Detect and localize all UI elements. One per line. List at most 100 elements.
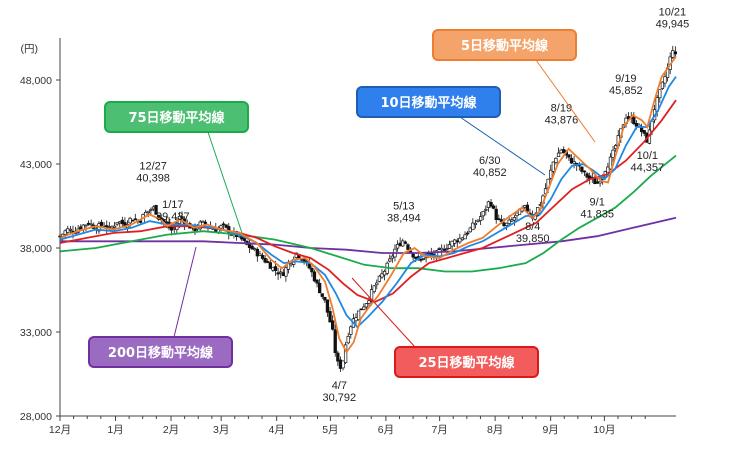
y-tick-label: 48,000 (20, 75, 52, 87)
candle-body (504, 222, 509, 226)
annotation-date: 8/4 (525, 221, 540, 233)
candle-body (66, 228, 70, 233)
candle-body (180, 216, 184, 219)
x-tick-label: 4月 (269, 424, 285, 436)
candle-body (523, 205, 527, 208)
candle-body (549, 169, 553, 179)
y-unit-label: (円) (21, 43, 39, 55)
legend-leader-line (173, 246, 197, 338)
candle-body (253, 248, 257, 251)
candle-body (671, 50, 675, 58)
legend-box (104, 101, 249, 133)
candle-body (328, 311, 332, 323)
candle-body (268, 262, 272, 269)
annotation-value: 41,835 (580, 209, 614, 221)
candle-body (455, 240, 459, 243)
candle-body (476, 219, 480, 222)
y-tick-label: 28,000 (20, 411, 52, 423)
candle-body (120, 219, 124, 225)
candle-body (341, 360, 345, 369)
candle-body (128, 217, 132, 224)
annotation-value: 38,494 (387, 213, 421, 225)
x-tick-label: 8月 (487, 424, 503, 436)
candle-body (437, 248, 441, 251)
annotation-value: 43,876 (545, 114, 579, 126)
candle-body (663, 76, 667, 84)
candle-body (63, 230, 67, 235)
series-line-2 (59, 99, 677, 303)
annotation-date: 10/1 (637, 150, 658, 162)
annotation-date: 6/30 (479, 155, 500, 167)
legend-label: 25日移動平均線 (418, 355, 515, 371)
candle-body (421, 258, 426, 260)
candle-body (107, 226, 111, 228)
candle-body (559, 149, 563, 154)
candle-body (512, 217, 517, 221)
candle-body (131, 219, 135, 222)
candle-body (219, 225, 223, 229)
candle-body (598, 180, 602, 184)
candle-body (611, 149, 615, 158)
candle-body (572, 161, 576, 164)
annotation-value: 40,852 (473, 167, 507, 179)
candle-body (551, 161, 555, 172)
annotation-value: 40,398 (136, 173, 170, 185)
candle-body (606, 166, 610, 173)
candle-body (364, 303, 369, 308)
candle-body (497, 218, 501, 220)
candle-body (491, 205, 496, 209)
candle-body (554, 157, 558, 163)
candle-body (447, 244, 452, 249)
candle-body (569, 157, 574, 164)
candle-body (406, 244, 410, 250)
candle-body (489, 202, 493, 207)
legend-leader-line (459, 116, 546, 176)
candle-body (79, 226, 83, 229)
candle-body (338, 359, 343, 369)
candle-body (330, 320, 335, 330)
candle-body (84, 224, 88, 227)
annotation-date: 8/19 (551, 102, 572, 114)
candle-body (354, 317, 358, 322)
candle-body (593, 178, 597, 185)
candle-body (201, 220, 205, 223)
candle-body (224, 224, 228, 228)
legend-label: 10日移動平均線 (380, 95, 477, 111)
candle-body (369, 289, 374, 302)
candle-body (442, 249, 446, 251)
candle-body (118, 221, 122, 224)
x-tick-label: 6月 (378, 424, 394, 436)
y-tick-label: 43,000 (20, 159, 52, 171)
candle-body (486, 201, 491, 208)
candle-body (99, 221, 104, 226)
candle-body (580, 166, 584, 172)
candle-body (608, 156, 613, 170)
candle-body (466, 232, 470, 235)
y-tick-label: 38,000 (20, 243, 52, 255)
candle-body (419, 259, 423, 261)
candle-body (473, 222, 478, 226)
candle-body (115, 222, 119, 225)
candle-body (258, 253, 262, 256)
candle-body (359, 308, 363, 311)
candle-body (585, 173, 589, 178)
candle-body (362, 306, 366, 310)
x-tick-label: 12月 (49, 424, 71, 436)
candle-body (349, 326, 353, 335)
candle-body (460, 237, 465, 241)
candle-body (284, 267, 288, 277)
candle-body (642, 130, 646, 134)
candle-body (266, 261, 270, 263)
annotation-date: 12/27 (139, 161, 167, 173)
annotation-value: 39,850 (516, 233, 550, 245)
annotation-date: 1/17 (162, 199, 183, 211)
candle-body (170, 226, 174, 231)
candle-body (478, 216, 483, 221)
candle-body (157, 214, 161, 218)
candle-body (502, 222, 506, 227)
candle-body (582, 170, 587, 173)
series-line-1 (59, 76, 677, 329)
y-tick-label: 33,000 (20, 327, 52, 339)
candle-body (453, 239, 457, 244)
